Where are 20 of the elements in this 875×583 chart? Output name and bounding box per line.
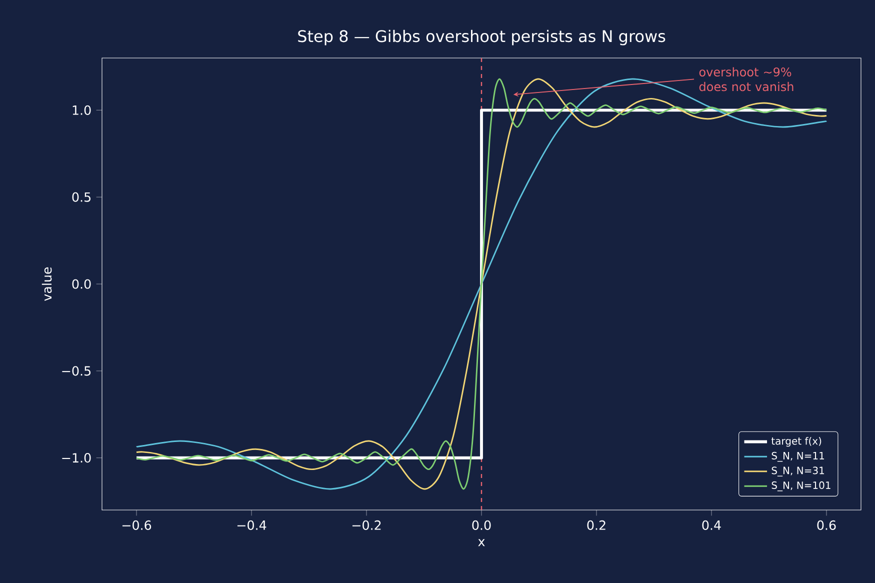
y-tick-label: 1.0 [72,105,91,115]
x-tick-label: 0.0 [472,520,491,530]
y-tick-label: 0.0 [72,279,91,289]
x-tick-label: −0.4 [237,520,266,530]
x-tick-label: −0.2 [352,520,381,530]
annotation: overshoot ~9% does not vanish [699,67,794,92]
x-tick-label: 0.6 [817,520,836,530]
legend-label: S_N, N=31 [772,466,824,476]
chart-title: Step 8 — Gibbs overshoot persists as N grows [298,30,666,46]
x-tick-label: 0.4 [702,520,721,530]
y-tick-label: −1.0 [62,453,91,463]
x-axis-title: x [478,539,485,546]
legend-label: S_N, N=11 [772,452,824,462]
x-tick-label: 0.2 [587,520,606,530]
y-axis-title: value [42,267,52,301]
legend-label: S_N, N=101 [772,481,830,492]
x-tick-label: −0.6 [122,520,152,530]
y-tick-label: −0.5 [62,366,91,376]
y-tick-label: 0.5 [72,192,91,202]
legend-label: target f(x) [771,436,822,447]
